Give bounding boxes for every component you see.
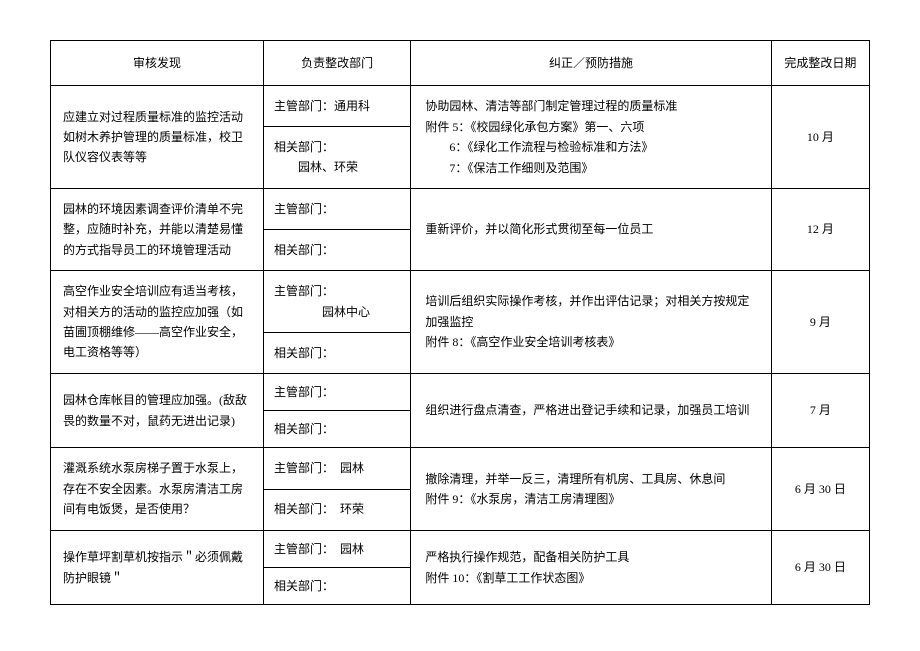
dept-rel-cell: 相关部门： 园林、环荣 xyxy=(263,126,410,188)
header-finding: 审核发现 xyxy=(51,41,264,86)
dept-rel-cell: 相关部门： xyxy=(263,230,410,271)
finding-cell: 应建立对过程质量标准的监控活动如树木养护管理的质量标准，校卫队仪容仪表等等 xyxy=(51,86,264,189)
measure-cell: 培训后组织实际操作考核，并作出评估记录；对相关方按规定加强监控附件 8：《高空作… xyxy=(411,271,771,374)
header-measure: 纠正／预防措施 xyxy=(411,41,771,86)
table-row: 应建立对过程质量标准的监控活动如树木养护管理的质量标准，校卫队仪容仪表等等 主管… xyxy=(51,86,870,126)
finding-cell: 操作草坪割草机按指示＂必须佩戴防护眼镜＂ xyxy=(51,530,264,605)
table-row: 园林仓库帐目的管理应加强。(敌敌畏的数量不对，鼠药无进出记录) 主管部门： 组织… xyxy=(51,373,870,410)
date-cell: 12 月 xyxy=(771,188,869,270)
finding-cell: 高空作业安全培训应有适当考核，对相关方的活动的监控应加强（如苗圃顶棚维修——高空… xyxy=(51,271,264,374)
measure-cell: 严格执行操作规范，配备相关防护工具附件 10：《割草工工作状态图》 xyxy=(411,530,771,605)
dept-rel-cell: 相关部门： xyxy=(263,333,410,373)
date-cell: 6 月 30 日 xyxy=(771,530,869,605)
finding-cell: 园林的环境因素调查评价清单不完整，应随时补充，并能以清楚易懂的方式指导员工的环境… xyxy=(51,188,264,270)
dept-main-cell: 主管部门：通用科 xyxy=(263,86,410,126)
measure-cell: 协助园林、清洁等部门制定管理过程的质量标准附件 5：《校园绿化承包方案》第一、六… xyxy=(411,86,771,189)
table-row: 高空作业安全培训应有适当考核，对相关方的活动的监控应加强（如苗圃顶棚维修——高空… xyxy=(51,271,870,333)
dept-main-cell: 主管部门： 园林 xyxy=(263,530,410,567)
table-header-row: 审核发现 负责整改部门 纠正／预防措施 完成整改日期 xyxy=(51,41,870,86)
table-row: 灌溉系统水泵房梯子置于水泵上，存在不安全因素。水泵房清洁工房间有电饭煲，是否使用… xyxy=(51,448,870,489)
dept-main-cell: 主管部门： 园林中心 xyxy=(263,271,410,333)
dept-main-cell: 主管部门： xyxy=(263,188,410,229)
measure-cell: 撤除清理，并举一反三，清理所有机房、工具房、休息间附件 9：《水泵房，清洁工房清… xyxy=(411,448,771,530)
dept-rel-cell: 相关部门： xyxy=(263,411,410,448)
date-cell: 9 月 xyxy=(771,271,869,374)
dept-main-cell: 主管部门： xyxy=(263,373,410,410)
date-cell: 6 月 30 日 xyxy=(771,448,869,530)
finding-cell: 灌溉系统水泵房梯子置于水泵上，存在不安全因素。水泵房清洁工房间有电饭煲，是否使用… xyxy=(51,448,264,530)
measure-cell: 重新评价，并以简化形式贯彻至每一位员工 xyxy=(411,188,771,270)
header-date: 完成整改日期 xyxy=(771,41,869,86)
date-cell: 7 月 xyxy=(771,373,869,448)
table-body: 应建立对过程质量标准的监控活动如树木养护管理的质量标准，校卫队仪容仪表等等 主管… xyxy=(51,86,870,605)
date-cell: 10 月 xyxy=(771,86,869,189)
finding-cell: 园林仓库帐目的管理应加强。(敌敌畏的数量不对，鼠药无进出记录) xyxy=(51,373,264,448)
header-dept: 负责整改部门 xyxy=(263,41,410,86)
table-row: 操作草坪割草机按指示＂必须佩戴防护眼镜＂ 主管部门： 园林 严格执行操作规范，配… xyxy=(51,530,870,567)
dept-rel-cell: 相关部门： 环荣 xyxy=(263,489,410,530)
table-row: 园林的环境因素调查评价清单不完整，应随时补充，并能以清楚易懂的方式指导员工的环境… xyxy=(51,188,870,229)
measure-cell: 组织进行盘点清查，严格进出登记手续和记录，加强员工培训 xyxy=(411,373,771,448)
dept-main-cell: 主管部门： 园林 xyxy=(263,448,410,489)
corrective-action-table: 审核发现 负责整改部门 纠正／预防措施 完成整改日期 应建立对过程质量标准的监控… xyxy=(50,40,870,605)
dept-rel-cell: 相关部门： xyxy=(263,568,410,605)
